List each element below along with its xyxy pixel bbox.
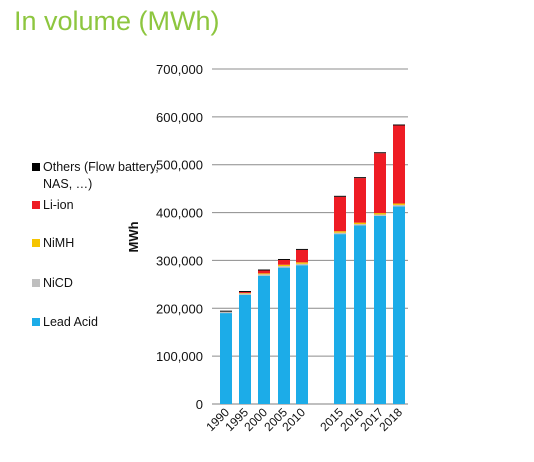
legend-swatch [32,318,40,326]
legend-item-1: Li-ion [32,197,162,214]
bar-1995-lead [239,294,251,404]
bar-1995-li-ion [239,292,251,293]
bar-2015-lead [334,234,346,404]
legend-item-2: NiMH [32,235,162,252]
bar-2018-nimh [393,203,405,205]
y-tick-label-3: 300,000 [156,253,203,268]
legend-label: Others (Flow battery, NAS, …) [43,160,159,191]
bar-2018-others [393,124,405,126]
bar-2005-li-ion [278,259,290,265]
bar-2015-nicd [334,232,346,235]
bar-1995-nicd [239,293,251,295]
bar-2010-others [296,248,308,250]
y-tick-label-2: 200,000 [156,301,203,316]
bar-2000-nicd [258,274,270,276]
bar-2016-others [354,177,366,179]
bar-2016-lead [354,225,366,404]
y-tick-label-4: 400,000 [156,206,203,221]
legend-label: NiMH [43,236,75,250]
bar-2000-lead [258,275,270,404]
bar-2016-nicd [354,224,366,226]
legend-item-0: Others (Flow battery, NAS, …) [32,159,162,193]
bar-2018-li-ion [393,125,405,204]
bar-2005-nicd [278,266,290,268]
bar-2017-li-ion [374,153,386,214]
bar-2005-others [278,258,290,260]
legend-label: Li-ion [43,198,74,212]
legend-swatch [32,279,40,287]
bar-2015-li-ion [334,196,346,232]
legend-swatch [32,239,40,247]
bar-2015-nimh [334,231,346,233]
bar-2017-others [374,152,386,154]
bar-2005-nimh [278,264,290,267]
bar-2005-lead [278,267,290,404]
legend-label: NiCD [43,276,73,290]
bar-2016-nimh [354,222,366,225]
legend-swatch [32,201,40,209]
y-tick-label-0: 0 [196,397,203,412]
bar-2015-others [334,195,346,197]
y-tick-label-6: 600,000 [156,110,203,125]
bar-2016-li-ion [354,178,366,223]
chart-title: In volume (MWh) [14,6,220,36]
legend-label: Lead Acid [43,315,98,329]
bar-2000-li-ion [258,270,270,274]
bar-2010-li-ion [296,249,308,263]
legend-item-4: Lead Acid [32,314,162,331]
y-tick-label-7: 700,000 [156,62,203,77]
bar-1990-others [220,310,232,312]
bar-2017-nicd [374,214,386,216]
y-axis-label: MWh [126,221,141,252]
bar-2017-lead [374,215,386,404]
bar-2010-nicd [296,263,308,266]
bar-2000-others [258,269,270,271]
bar-1995-others [239,291,251,293]
bar-2018-nicd [393,204,405,207]
bar-1990-nicd [220,311,232,314]
x-tick-label-2018: 2018 [376,405,405,434]
bar-2000-nimh [258,273,270,275]
y-tick-label-5: 500,000 [156,158,203,173]
legend-item-3: NiCD [32,275,162,292]
legend-swatch [32,163,40,171]
bar-1990-lead [220,313,232,404]
bar-2017-nimh [374,213,386,215]
y-tick-label-1: 100,000 [156,349,203,364]
bar-2018-lead [393,206,405,404]
bar-2010-lead [296,265,308,404]
bar-2010-nimh [296,262,308,264]
